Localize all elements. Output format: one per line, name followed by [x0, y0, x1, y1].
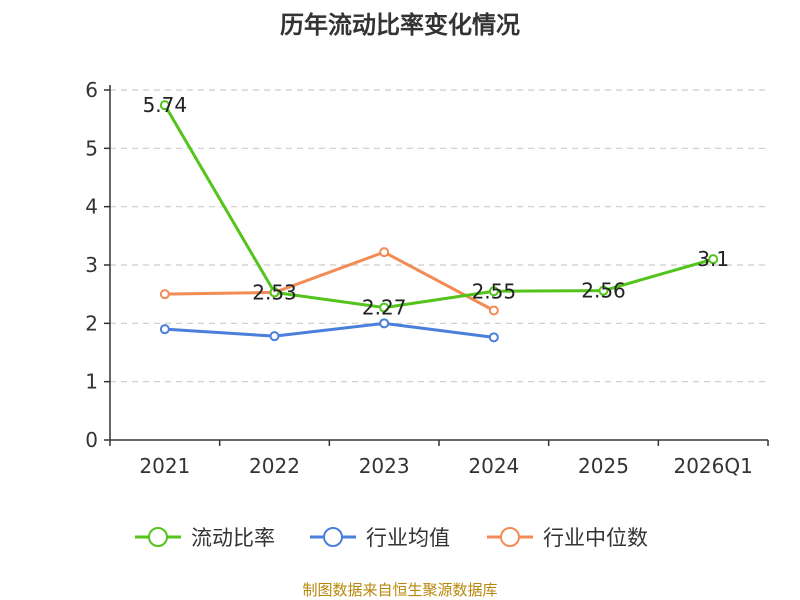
data-point — [379, 302, 390, 313]
data-label: 3.1 — [697, 247, 729, 271]
data-point — [488, 286, 499, 297]
legend-marker — [148, 527, 168, 547]
data-label: 2.53 — [252, 280, 297, 304]
series-line — [164, 321, 495, 339]
x-tick-label: 2025 — [578, 454, 629, 478]
legend-label: 行业中位数 — [543, 526, 648, 550]
grid-lines — [110, 89, 768, 383]
legend-label: 流动比率 — [191, 526, 275, 550]
x-tick-label: 2022 — [249, 454, 300, 478]
legend-marker — [323, 527, 343, 547]
data-point — [598, 285, 609, 296]
data-point — [379, 247, 390, 258]
y-tick-label: 6 — [85, 78, 98, 102]
y-tick-label: 5 — [85, 136, 98, 160]
y-tick-label: 0 — [85, 428, 98, 452]
chart-title: 历年流动比率变化情况 — [280, 11, 520, 39]
data-point — [269, 331, 280, 342]
y-tick-label: 2 — [85, 311, 98, 335]
data-labels: 5.74 2.53 2.27 2.55 2.56 3.1 — [143, 93, 730, 319]
data-point — [159, 324, 170, 335]
x-tick-label: 2023 — [359, 454, 410, 478]
legend-label: 行业均值 — [366, 526, 450, 550]
series-line — [163, 104, 714, 310]
data-label: 2.56 — [581, 279, 626, 303]
data-point — [708, 254, 719, 265]
x-tick-label: 2026Q1 — [673, 454, 752, 478]
x-tick-label: 2024 — [468, 454, 519, 478]
axes: 0 1 2 3 4 5 6 2021 2022 2023 2024 2025 2026Q1 — [85, 78, 769, 478]
data-point — [159, 100, 170, 111]
data-label: 5.74 — [143, 93, 188, 117]
legend-marker — [500, 527, 520, 547]
data-point — [379, 318, 390, 329]
data-point — [488, 332, 499, 343]
series-line — [164, 250, 495, 312]
y-tick-label: 4 — [85, 195, 98, 219]
y-tick-label: 3 — [85, 253, 98, 277]
legend: 流动比率 行业均值 行业中位数 — [135, 526, 648, 550]
data-label: 2.27 — [362, 296, 407, 320]
data-point — [269, 287, 280, 298]
data-point — [488, 305, 499, 316]
data-point — [159, 289, 170, 300]
source-note: 制图数据来自恒生聚源数据库 — [302, 581, 497, 599]
x-tick-label: 2021 — [139, 454, 190, 478]
y-tick-label: 1 — [85, 370, 98, 394]
data-label: 2.55 — [472, 279, 517, 303]
series-lines — [159, 100, 719, 343]
